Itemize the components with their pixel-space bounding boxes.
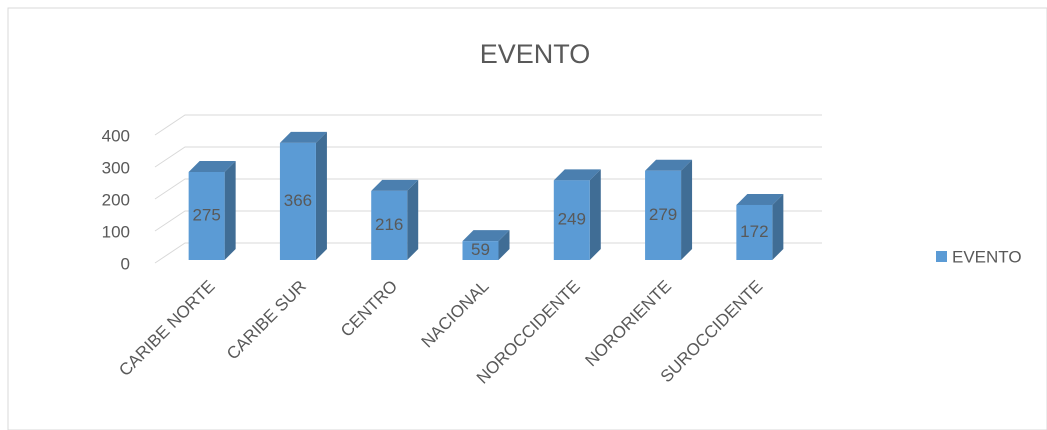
grid-line <box>154 210 822 232</box>
data-label: 216 <box>375 215 403 234</box>
bar-top <box>188 161 236 172</box>
bar-front <box>188 172 225 260</box>
y-tick-label: 200 <box>102 190 130 209</box>
y-tick-label: 100 <box>102 222 130 241</box>
bar <box>736 193 784 260</box>
grid-line <box>154 242 822 264</box>
bar-side <box>681 159 693 260</box>
chart-frame <box>7 7 1047 430</box>
bar-top <box>553 169 601 181</box>
data-label: 172 <box>740 222 768 241</box>
bar-front <box>462 241 499 260</box>
bar-top <box>279 131 327 143</box>
bar-top <box>462 230 510 242</box>
bar-side <box>589 169 601 260</box>
grid-line <box>154 114 822 136</box>
grid-line <box>154 178 822 200</box>
bar <box>553 169 601 260</box>
bar <box>279 131 327 260</box>
bar-side <box>407 179 419 260</box>
bar-side <box>224 161 236 260</box>
y-tick-label: 300 <box>102 158 130 177</box>
bar-front <box>279 142 316 260</box>
grid-line <box>154 146 822 168</box>
bar-side <box>498 230 510 260</box>
bar-side <box>772 193 784 260</box>
y-tick-label: 400 <box>102 126 130 145</box>
bar-front <box>645 170 682 260</box>
bar <box>371 179 419 260</box>
data-label: 275 <box>192 205 220 224</box>
y-tick-label: 0 <box>121 254 130 273</box>
legend-swatch <box>936 251 947 262</box>
bar-top <box>371 179 419 191</box>
bar-top <box>645 159 693 171</box>
data-label: 279 <box>649 205 677 224</box>
chart-title: EVENTO <box>480 39 591 69</box>
bar-side <box>315 131 327 260</box>
bar <box>188 161 236 260</box>
legend-label: EVENTO <box>952 247 1022 266</box>
bar-top <box>736 193 784 205</box>
bar-front <box>736 204 773 260</box>
bar <box>645 159 693 260</box>
data-label: 249 <box>558 210 586 229</box>
bar-front <box>371 190 408 260</box>
data-label: 59 <box>471 240 490 259</box>
bar-front <box>553 180 590 260</box>
bar <box>462 230 510 260</box>
data-label: 366 <box>284 191 312 210</box>
